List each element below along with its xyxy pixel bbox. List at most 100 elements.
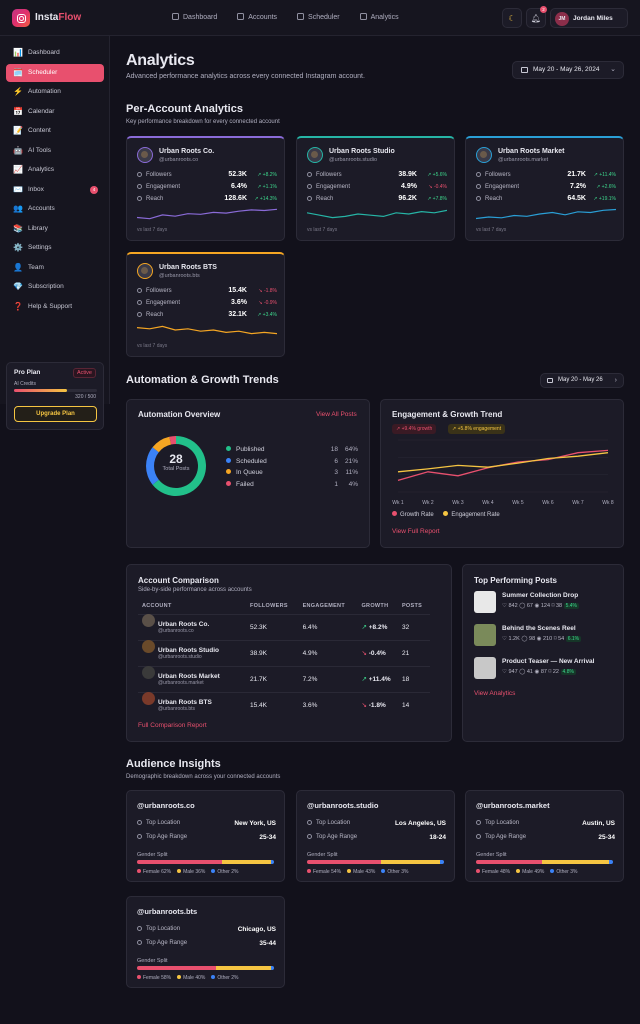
section-subtitle-per-account: Key performance breakdown for every conn… [126, 119, 280, 125]
trend-up-icon: ↗ [593, 196, 599, 202]
post-stats: ♡ 842 ◯ 67 ◉ 124 ⌑ 38 5.4% [502, 603, 579, 609]
view-analytics-link[interactable]: View Analytics [474, 690, 516, 697]
row-value: New York, US [234, 820, 276, 827]
donut-slice-scheduled [146, 447, 159, 485]
x-tick-label: Wk 5 [512, 500, 524, 506]
sidebar-item-inbox[interactable]: ✉️ Inbox 4 [6, 181, 104, 199]
date-range-picker[interactable]: May 20 - May 26, 2024 ⌄ [512, 61, 624, 79]
sidebar-item-label: Subscription [28, 283, 64, 290]
table-row[interactable]: Urban Roots Co. @urbanroots.co 52.3K 6.4% ↗ … [138, 613, 430, 640]
full-comparison-report-link[interactable]: Full Comparison Report [138, 722, 207, 729]
engagement-cell: 6.4% [302, 613, 362, 640]
post-title: Behind the Scenes Reel [502, 625, 576, 632]
account-card[interactable]: Urban Roots Co. @urbanroots.co Followers 52… [126, 136, 285, 241]
table-row[interactable]: Urban Roots Studio @urbanroots.studio 38.9… [138, 639, 430, 666]
eye-icon [137, 312, 142, 317]
users-icon [476, 172, 481, 177]
metric-change: ↗ +2.6% [596, 184, 616, 190]
heart-icon [307, 184, 312, 189]
top-post-item[interactable]: Product Teaser — New Arrival ♡ 947 ◯ 41 ◉… [474, 657, 624, 681]
engagement-cell: 7.2% [302, 665, 362, 692]
trends-date-label: May 20 - May 26 [558, 377, 603, 383]
map-pin-icon [137, 820, 142, 825]
audience-row-age: Top Age Range 25-34 [476, 834, 615, 841]
legend-male: Male 36% [177, 869, 205, 875]
section-title-audience: Audience Insights [126, 758, 221, 770]
table-row[interactable]: Urban Roots BTS @urbanroots.bts 15.4K 3.6% ↘… [138, 691, 430, 718]
sidebar-item-content[interactable]: 📝 Content [6, 122, 104, 140]
eye-icon [307, 196, 312, 201]
column-header: ACCOUNT [142, 602, 172, 609]
notifications-button[interactable]: 🔔︎ 2 [526, 6, 547, 28]
account-card[interactable]: Urban Roots BTS @urbanroots.bts Followers 1… [126, 252, 285, 357]
brand-name[interactable]: InstaFlow [35, 12, 82, 23]
sidebar-item-automation[interactable]: ⚡ Automation [6, 83, 104, 101]
stat-views: 210 [543, 636, 553, 642]
account-name: Urban Roots Co. [158, 620, 210, 628]
users-icon [137, 288, 142, 293]
column-header: ENGAGEMENT [302, 602, 345, 609]
status-badge: Active [73, 368, 96, 378]
sidebar-item-accounts[interactable]: 👥 Accounts [6, 200, 104, 218]
table-row[interactable]: Urban Roots Market @urbanroots.market 21.7… [138, 665, 430, 692]
plan-title: Pro Plan [14, 369, 41, 376]
sidebar-item-settings[interactable]: ⚙️ Settings [6, 239, 104, 257]
metric-label: Reach [146, 196, 164, 202]
trend-up-icon: ↗ [596, 184, 602, 190]
sidebar-item-ai-tools[interactable]: 🤖 AI Tools [6, 142, 104, 160]
page-title: Analytics [126, 52, 195, 69]
grid-icon [172, 13, 179, 20]
users-icon [237, 13, 245, 20]
donut-slice-failed [169, 436, 176, 445]
pro-plan-card: Pro Plan Active AI Credits 320 / 500 Upg… [6, 362, 104, 430]
comparison-subtitle: Side-by-side performance across accounts [138, 587, 252, 593]
growth-cell: ↗ +8.2% [361, 613, 402, 640]
calendar-icon [297, 13, 305, 20]
stat-views: 87 [540, 669, 547, 675]
view-all-posts-link[interactable]: View All Posts [316, 411, 357, 418]
topnav-accounts[interactable]: Accounts [237, 13, 277, 21]
legend-row-scheduled: Scheduled 6 21% [226, 457, 358, 468]
sidebar-icon: ❓ [13, 301, 23, 311]
top-post-item[interactable]: Summer Collection Drop ♡ 842 ◯ 67 ◉ 124 ⌑… [474, 591, 624, 615]
topnav-scheduler[interactable]: Scheduler [297, 13, 340, 21]
stat-comments: 98 [529, 636, 536, 642]
audience-card: @urbanroots.co Top Location New York, US To… [126, 790, 285, 882]
sidebar-item-team[interactable]: 👤 Team [6, 259, 104, 277]
theme-toggle-button[interactable]: ☾ [502, 8, 522, 28]
sidebar-item-subscription[interactable]: 💎 Subscription [6, 278, 104, 296]
sidebar-item-calendar[interactable]: 📅 Calendar [6, 103, 104, 121]
engagement-cell: 4.9% [302, 639, 362, 666]
user-menu[interactable]: JM Jordan Miles [550, 8, 628, 28]
users-icon [137, 834, 142, 839]
growth-value: -1.8% [368, 702, 386, 710]
legend-row-failed: Failed 1 4% [226, 480, 358, 491]
sidebar-item-dashboard[interactable]: 📊 Dashboard [6, 44, 104, 62]
trend-up-icon: ↗ [257, 184, 263, 190]
top-post-item[interactable]: Behind the Scenes Reel ♡ 1.2K ◯ 98 ◉ 210 … [474, 624, 624, 648]
users-icon [307, 172, 312, 177]
metric-row-reach: Reach 64.5K ↗ +19.1% [476, 195, 616, 202]
audience-handle: @urbanroots.co [137, 801, 195, 810]
topnav-analytics[interactable]: Analytics [359, 13, 399, 21]
sidebar-item-help-support[interactable]: ❓ Help & Support [6, 298, 104, 316]
sidebar-icon: ✉️ [13, 184, 23, 194]
account-card[interactable]: Urban Roots Studio @urbanroots.studio Foll… [296, 136, 455, 241]
metric-value: 128.6K [224, 195, 247, 202]
view-full-report-link[interactable]: View Full Report [392, 528, 440, 535]
instagram-logo-icon[interactable] [12, 9, 30, 27]
sidebar-item-scheduler[interactable]: 🗓️ Scheduler [6, 63, 104, 82]
sidebar-item-library[interactable]: 📚 Library [6, 220, 104, 238]
upgrade-plan-button[interactable]: Upgrade Plan [14, 406, 97, 422]
x-tick-label: Wk 1 [392, 500, 404, 506]
comparison-note: vs last 7 days [476, 227, 507, 233]
account-card[interactable]: Urban Roots Market @urbanroots.market Foll… [465, 136, 624, 241]
top-bar: InstaFlow Dashboard Accounts Scheduler A… [0, 0, 640, 36]
trends-date-picker[interactable]: May 20 - May 26 › [540, 373, 624, 388]
gender-split-bar [137, 966, 274, 970]
bookmark-icon: ⌑ [553, 636, 559, 642]
topnav-dashboard[interactable]: Dashboard [172, 13, 217, 21]
section-subtitle-audience: Demographic breakdown across your connec… [126, 774, 281, 780]
audience-card: @urbanroots.market Top Location Austin, US… [465, 790, 624, 882]
sidebar-item-analytics[interactable]: 📈 Analytics [6, 161, 104, 179]
